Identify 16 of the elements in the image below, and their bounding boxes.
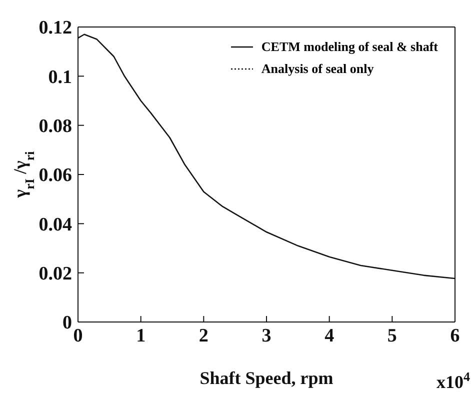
y-tick-label: 0.02 <box>38 264 72 285</box>
x-tick-label: 2 <box>198 325 208 346</box>
x-tick-label: 4 <box>324 325 335 346</box>
text: x10$^{4}$ <box>436 368 470 392</box>
legend-label: Analysis of seal only <box>261 60 374 78</box>
x-tick-label: 5 <box>387 325 397 346</box>
y-tick-label: 0.04 <box>38 214 72 236</box>
x-tick-label: 6 <box>450 325 460 346</box>
y-tick-label: 0.12 <box>38 18 72 39</box>
x-axis-title: Shaft Speed, rpm <box>200 368 334 388</box>
x-tick-label: 3 <box>262 325 272 346</box>
y-tick-label: 0.06 <box>38 165 72 186</box>
legend-label: CETM modeling of seal & shaft <box>261 38 438 56</box>
x-tick-label: 1 <box>136 325 146 346</box>
y-tick-label: 0.08 <box>38 116 72 138</box>
y-tick-label: 0.1 <box>48 66 72 88</box>
